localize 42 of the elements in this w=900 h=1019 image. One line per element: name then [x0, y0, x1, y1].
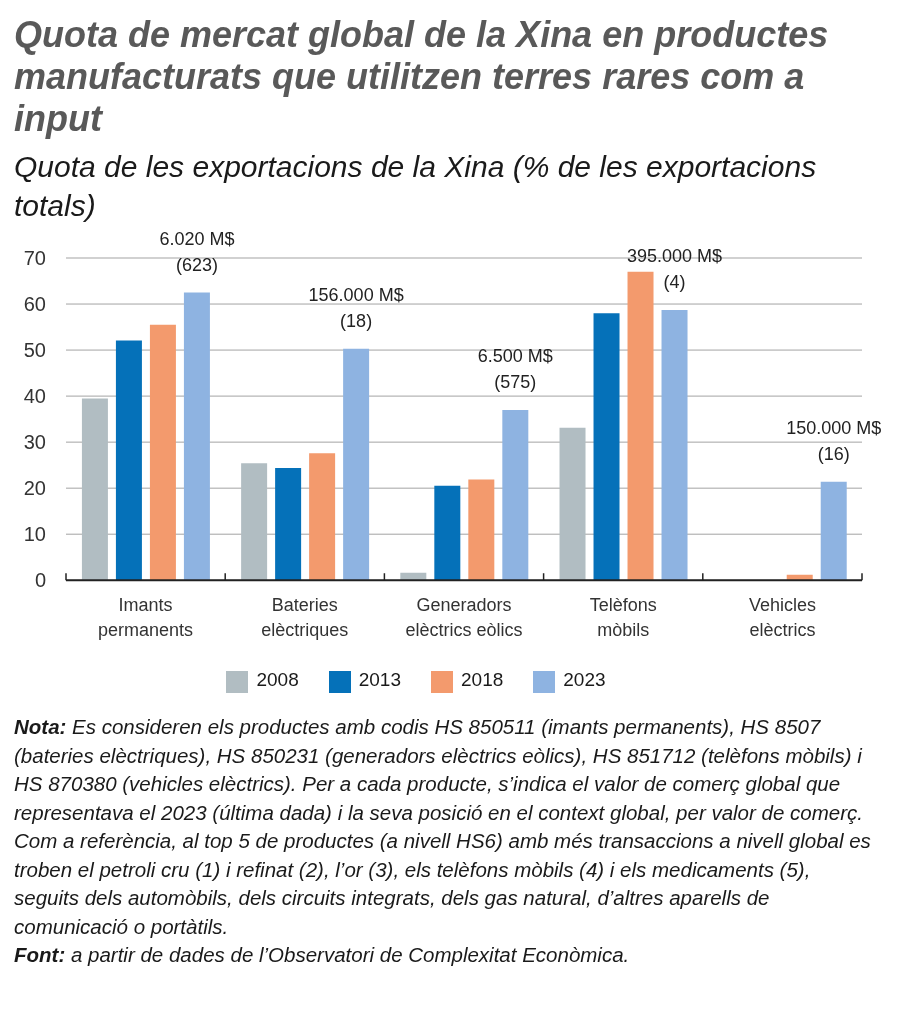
x-tick-label: Imants permanents — [98, 595, 194, 641]
y-tick-label: 50 — [23, 339, 46, 362]
annotation: 395.000 M$ (4) — [626, 246, 723, 293]
legend-label: 2008 — [256, 669, 299, 691]
x-tick-label: Vehicles elèctrics — [748, 595, 816, 641]
bar — [559, 427, 586, 581]
bar — [627, 271, 654, 581]
bar — [275, 467, 302, 581]
bar — [309, 453, 336, 581]
annotation: 6.500 M$ (575) — [477, 345, 553, 392]
bar — [343, 348, 370, 581]
text: Nota: Es consideren els productes amb codis HS 850511 (imants permanents), HS 8507 (bateries elèctriques), HS 850231 (generadors elèctrics eòlics), HS 851712 (telèfons mòbils) i HS 870380 (vehicles elèctrics). Per a cada producte, s’indica el valor de comerç global que representava el 2023 (última dada) i la seva posició en el context global, per valor de comerç. Com a referència, al top 5 de productes (a nivell HS6) amb més transaccions a nivell global es troben el petroli cru (1) i refinat (2), l’or (3), els telèfons mòbils (4) i els medicaments (5), seguits dels automòbils, dels circuits integrats, dels gas natural, d’altres aparells de comunicació o portàtils. — [14, 715, 871, 938]
x-tick-label: Bateries elèctriques — [261, 595, 349, 641]
annotation: 156.000 M$ (18) — [308, 284, 404, 331]
x-tick-label: Telèfons mòbils — [589, 595, 657, 641]
bar — [593, 313, 620, 581]
y-tick-label: 30 — [23, 431, 46, 454]
y-tick-label: 0 — [34, 569, 46, 592]
annotation: 150.000 M$ (16) — [786, 417, 882, 464]
x-tick-label: Generadors elèctrics eòlics — [405, 595, 523, 641]
text: Font: a partir de dades de l’Observatori de Complexitat Econòmica. — [14, 942, 631, 968]
bar — [661, 310, 688, 581]
y-tick-label: 70 — [23, 247, 46, 270]
bar — [468, 479, 495, 581]
bar — [241, 463, 268, 581]
bar — [149, 324, 176, 581]
chart-title: Quota de mercat global de la Xina en productes manufacturats que utilitzen terres rares com a input — [14, 14, 830, 140]
bar — [502, 409, 529, 581]
legend-label: 2023 — [563, 669, 606, 691]
bar — [115, 340, 142, 581]
legend-label: 2013 — [358, 669, 401, 691]
y-tick-label: 60 — [23, 293, 46, 316]
chart-subtitle: Quota de les exportacions de la Xina (% de les exportacions totals) — [14, 149, 818, 224]
bar — [820, 481, 847, 581]
bar — [81, 398, 108, 581]
y-tick-label: 40 — [23, 385, 46, 408]
y-tick-label: 10 — [23, 523, 46, 546]
bar — [434, 485, 461, 581]
annotation: 6.020 M$ (623) — [159, 228, 235, 275]
legend-label: 2018 — [461, 669, 504, 691]
bar — [183, 292, 210, 581]
y-tick-label: 20 — [23, 477, 46, 500]
